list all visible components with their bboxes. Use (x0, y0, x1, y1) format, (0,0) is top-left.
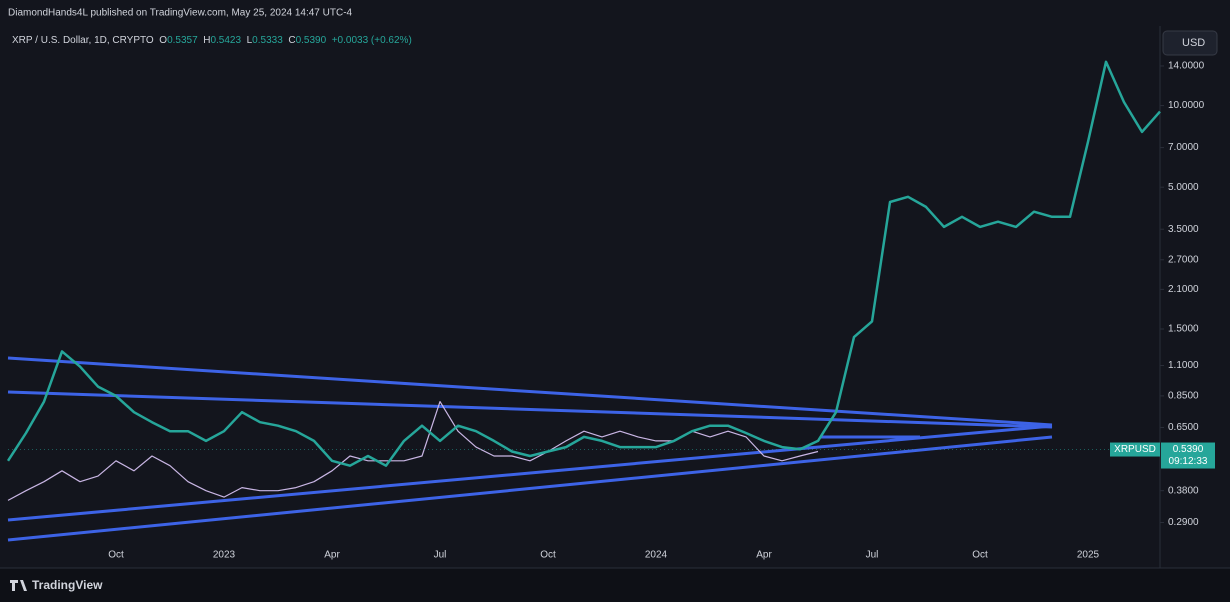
y-tick-label: 2.1000 (1168, 284, 1199, 295)
ohlc-value: 0.5333 (252, 35, 283, 46)
publisher-header: DiamondHands4L published on TradingView.… (8, 8, 353, 19)
x-tick-label: Oct (972, 550, 988, 561)
x-tick-label: Oct (108, 550, 124, 561)
logo-text: TradingView (32, 578, 103, 592)
price-tag-price: 0.5390 (1173, 444, 1204, 455)
x-tick-label: Apr (324, 550, 340, 561)
y-tick-label: 0.2900 (1168, 517, 1199, 528)
ohlc-value: 0.5390 (296, 35, 327, 46)
currency-button[interactable] (1162, 30, 1218, 56)
trendlines (7, 356, 1053, 542)
trendline (7, 435, 1053, 542)
change: +0.0033 (+0.62%) (332, 35, 412, 46)
y-tick-label: 14.0000 (1168, 61, 1205, 72)
trendline (7, 356, 1053, 427)
trendline (7, 390, 1053, 429)
y-tick-label: 10.0000 (1168, 100, 1205, 111)
price-tag-countdown: 09:12:33 (1169, 456, 1208, 467)
ohlc-key: C (288, 35, 295, 46)
y-tick-label: 5.0000 (1168, 182, 1199, 193)
symbol-line: XRP / U.S. Dollar, 1D, CRYPTO O0.5357 H0… (12, 35, 417, 46)
y-tick-label: 1.5000 (1168, 324, 1199, 335)
footer-bar (0, 568, 1230, 602)
price-tag-symbol-box (1110, 442, 1160, 457)
y-tick-label: 1.1000 (1168, 360, 1199, 371)
logo-icon (10, 580, 27, 591)
trendline (7, 424, 1053, 522)
ohlc-value: 0.5423 (210, 35, 241, 46)
y-tick-label: 3.5000 (1168, 224, 1199, 235)
x-tick-label: 2023 (213, 550, 236, 561)
x-tick-label: 2025 (1077, 550, 1100, 561)
symbol-legend: XRP / U.S. Dollar, 1D, CRYPTO O0.5357 H0… (12, 35, 417, 46)
x-tick-label: Jul (866, 550, 879, 561)
y-tick-label: 0.8500 (1168, 391, 1199, 402)
y-tick-label: 0.6500 (1168, 422, 1199, 433)
ohlc-value: 0.5357 (167, 35, 198, 46)
price-tag-symbol: XRPUSD (1114, 444, 1156, 455)
x-tick-label: Oct (540, 550, 556, 561)
ohlc-key: H (203, 35, 210, 46)
y-tick-label: 7.0000 (1168, 142, 1199, 153)
x-tick-label: Jul (434, 550, 447, 561)
ohlc-key: O (159, 35, 167, 46)
x-tick-label: Apr (756, 550, 772, 561)
currency-label[interactable]: USD (1182, 37, 1205, 49)
price-line (6, 60, 1161, 467)
y-tick-label: 2.7000 (1168, 254, 1199, 265)
y-tick-label: 0.3800 (1168, 485, 1199, 496)
footer-logo: TradingView (10, 578, 103, 592)
price-tag-box (1161, 442, 1215, 469)
x-tick-label: 2024 (645, 550, 668, 561)
ohlc-key: L (247, 35, 253, 46)
symbol-name: XRP / U.S. Dollar, 1D, CRYPTO (12, 35, 154, 46)
